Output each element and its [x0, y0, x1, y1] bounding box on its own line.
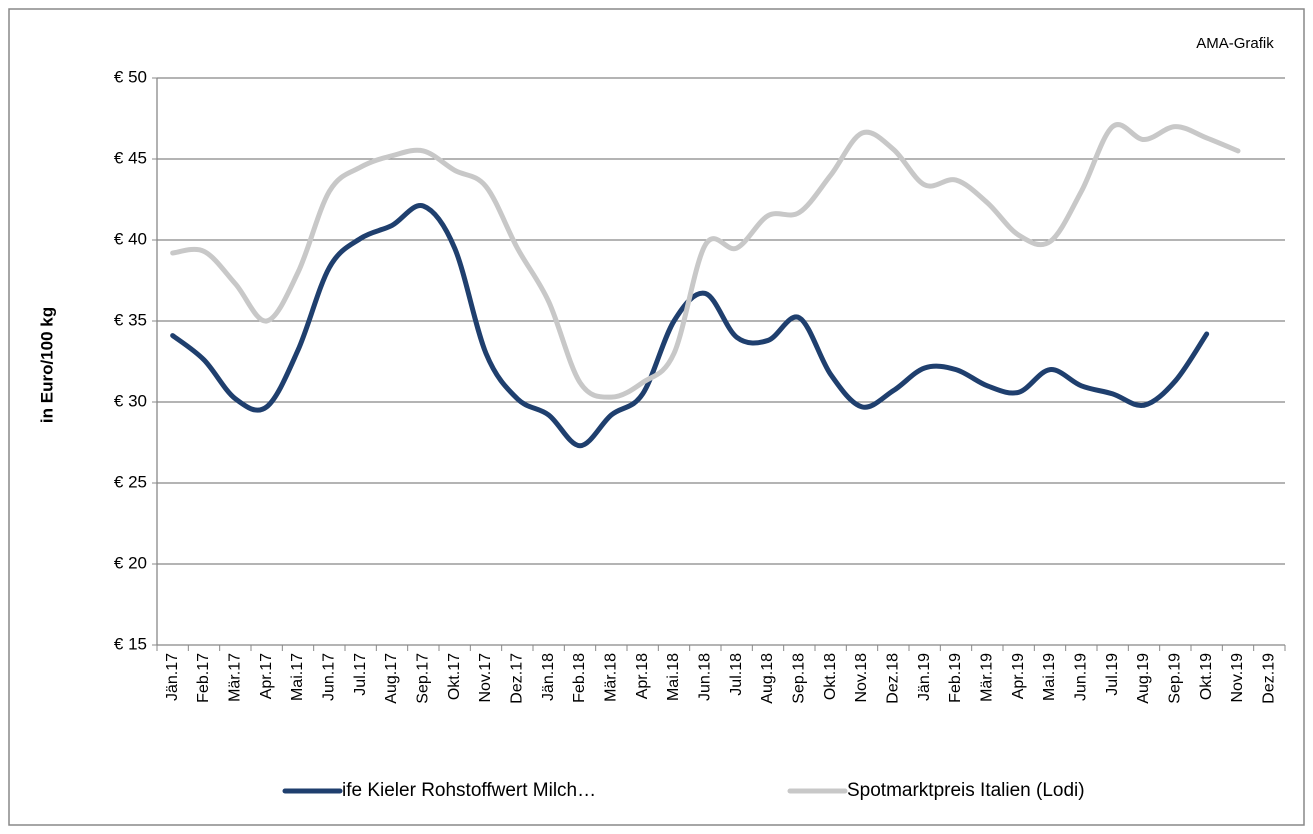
- y-tick-label: € 20: [114, 553, 147, 572]
- y-tick-label: € 30: [114, 391, 147, 410]
- x-tick-label: Mai.19: [1041, 653, 1058, 701]
- x-tick-label: Mär.19: [979, 653, 996, 702]
- y-axis-label: in Euro/100 kg: [37, 307, 56, 423]
- x-tick-label: Sep.17: [415, 653, 432, 704]
- chart-frame: [8, 8, 1305, 826]
- x-tick-label: Mai.17: [289, 653, 306, 701]
- x-tick-label: Apr.17: [258, 653, 275, 699]
- x-tick-label: Feb.18: [571, 653, 588, 703]
- x-tick-label: Mär.17: [227, 653, 244, 702]
- y-tick-label: € 45: [114, 148, 147, 167]
- x-tick-label: Sep.18: [791, 653, 808, 704]
- y-tick-label: € 15: [114, 634, 147, 653]
- x-tick-label: Mär.18: [603, 653, 620, 702]
- x-tick-label: Jul.18: [728, 653, 745, 696]
- x-tick-label: Sep.19: [1167, 653, 1184, 704]
- series-line: [170, 203, 1210, 449]
- y-tick-label: € 25: [114, 472, 147, 491]
- x-tick-label: Jun.18: [697, 653, 714, 701]
- x-tick-label: Dez.18: [885, 653, 902, 704]
- x-tick-label: Jän.19: [916, 653, 933, 701]
- legend-label: ife Kieler Rohstoffwert Milch…: [342, 780, 596, 801]
- x-tick-label: Apr.18: [634, 653, 651, 699]
- x-tick-label: Jul.19: [1104, 653, 1121, 696]
- x-tick-label: Nov.19: [1229, 653, 1246, 703]
- x-tick-label: Okt.17: [446, 653, 463, 700]
- annotation: AMA-Grafik: [1196, 35, 1274, 52]
- x-tick-label: Okt.19: [1198, 653, 1215, 700]
- legend-label: Spotmarktpreis Italien (Lodi): [847, 780, 1085, 801]
- x-tick-label: Jän.17: [164, 653, 181, 701]
- x-tick-label: Mai.18: [665, 653, 682, 701]
- x-tick-label: Aug.19: [1135, 653, 1152, 704]
- x-tick-label: Nov.17: [477, 653, 494, 703]
- y-tick-label: € 40: [114, 229, 147, 248]
- x-tick-label: Jun.17: [321, 653, 338, 701]
- x-tick-label: Okt.18: [822, 653, 839, 700]
- series-line: [170, 122, 1241, 400]
- y-tick-label: € 50: [114, 67, 147, 86]
- x-tick-label: Jän.18: [540, 653, 557, 701]
- x-tick-label: Aug.17: [383, 653, 400, 704]
- x-tick-label: Jun.19: [1073, 653, 1090, 701]
- x-tick-label: Apr.19: [1010, 653, 1027, 699]
- x-tick-label: Dez.19: [1261, 653, 1278, 704]
- x-tick-label: Dez.17: [509, 653, 526, 704]
- x-tick-label: Aug.18: [759, 653, 776, 704]
- x-tick-label: Feb.19: [947, 653, 964, 703]
- y-tick-label: € 35: [114, 310, 147, 329]
- x-tick-label: Feb.17: [195, 653, 212, 703]
- x-tick-label: Jul.17: [352, 653, 369, 696]
- x-tick-label: Nov.18: [853, 653, 870, 703]
